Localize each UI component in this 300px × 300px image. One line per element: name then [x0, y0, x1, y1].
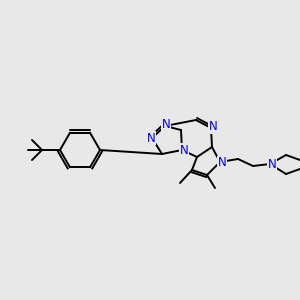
Text: N: N: [208, 121, 217, 134]
Text: N: N: [180, 143, 188, 157]
Text: N: N: [147, 131, 155, 145]
Text: N: N: [218, 157, 226, 169]
Text: N: N: [268, 158, 276, 170]
Text: N: N: [162, 118, 170, 131]
